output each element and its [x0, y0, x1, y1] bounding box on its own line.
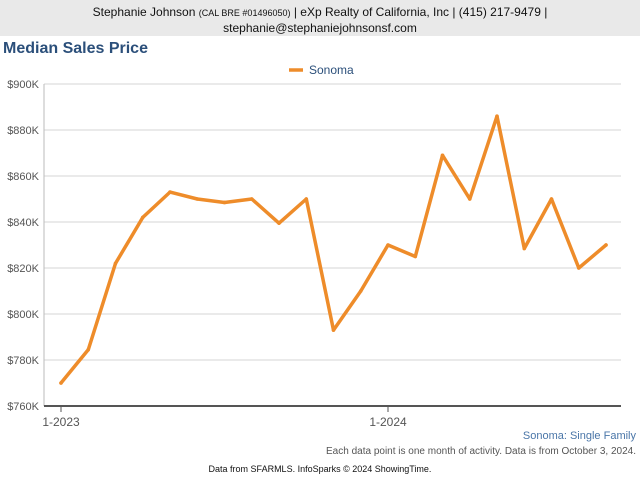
y-tick-label: $860K [7, 171, 39, 183]
agent-info-line: Stephanie Johnson (CAL BRE #01496050) | … [0, 4, 640, 21]
x-tick-label: 1-2023 [42, 415, 80, 429]
data-point [140, 215, 145, 220]
y-tick-label: $900K [7, 79, 39, 91]
y-tick-label: $760K [7, 401, 39, 413]
chart-subtitle: Sonoma: Single Family [522, 430, 636, 442]
data-point [413, 254, 418, 259]
data-point [86, 347, 91, 352]
data-point [549, 197, 554, 201]
agent-header: Stephanie Johnson (CAL BRE #01496050) | … [0, 0, 640, 36]
data-point [168, 190, 172, 194]
agent-company-phone: | eXp Realty of California, Inc | (415) … [293, 5, 548, 19]
chart-title: Median Sales Price [3, 40, 148, 57]
y-tick-label: $800K [7, 309, 39, 321]
data-point [59, 381, 63, 385]
data-point [195, 197, 200, 201]
data-point [113, 261, 118, 266]
data-point [604, 243, 608, 247]
y-tick-label: $840K [7, 217, 39, 229]
x-tick-label: 1-2024 [369, 415, 407, 429]
y-tick-label: $820K [7, 263, 39, 275]
data-point [222, 200, 227, 205]
data-point [277, 221, 281, 225]
agent-license: (CAL BRE #01496050) [198, 8, 291, 18]
data-source: Data from SFARMLS. InfoSparks © 2024 Sho… [208, 464, 432, 474]
legend-label-sonoma: Sonoma [309, 63, 354, 77]
data-point [440, 153, 445, 158]
agent-name: Stephanie Johnson [92, 5, 196, 19]
data-note: Each data point is one month of activity… [326, 446, 636, 457]
data-point [331, 328, 336, 332]
data-point [576, 266, 581, 270]
data-point [249, 197, 254, 201]
agent-email[interactable]: stephanie@stephaniejohnsonsf.com [223, 21, 417, 35]
data-point [386, 243, 390, 247]
y-tick-label: $880K [7, 125, 39, 137]
data-point [358, 289, 363, 293]
data-point [495, 114, 499, 118]
data-point [522, 246, 527, 251]
data-point [467, 197, 472, 201]
y-tick-label: $780K [7, 355, 39, 367]
data-point [304, 197, 309, 201]
